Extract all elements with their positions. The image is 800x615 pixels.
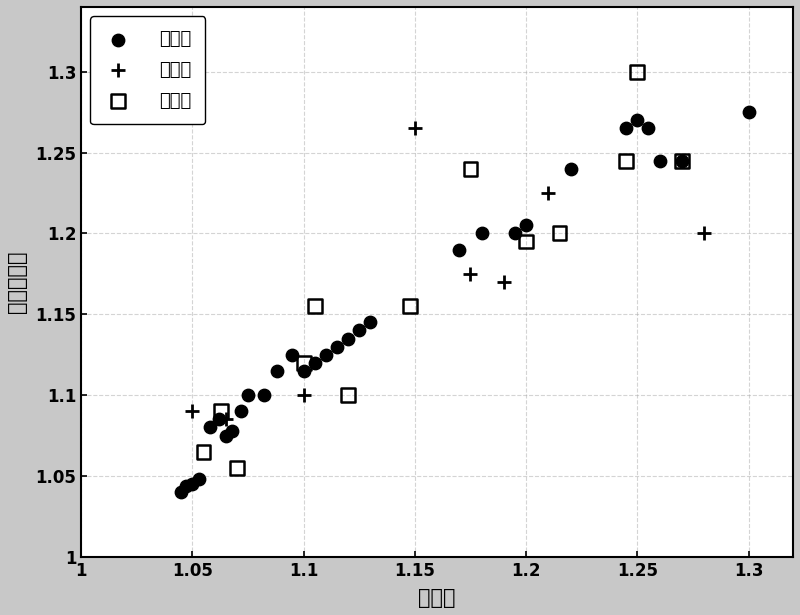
训练集 xyxy=(179,481,192,491)
训练集 xyxy=(226,426,239,435)
测试集 xyxy=(553,228,566,238)
训练集 xyxy=(186,479,198,489)
训练集 xyxy=(213,415,226,424)
训练集 xyxy=(620,124,633,133)
验证集 xyxy=(219,415,232,424)
训练集 xyxy=(175,487,188,497)
测试集 xyxy=(675,156,688,165)
验证集 xyxy=(298,390,310,400)
训练集 xyxy=(242,390,254,400)
训练集 xyxy=(564,164,577,173)
训练集 xyxy=(675,156,688,165)
验证集 xyxy=(186,407,198,416)
训练集 xyxy=(193,474,206,484)
测试集 xyxy=(298,358,310,368)
训练集 xyxy=(308,358,321,368)
测试集 xyxy=(342,390,354,400)
训练集 xyxy=(235,407,248,416)
验证集 xyxy=(498,277,510,287)
测试集 xyxy=(520,237,533,247)
测试集 xyxy=(215,407,228,416)
验证集 xyxy=(542,188,554,198)
训练集 xyxy=(319,350,332,360)
测试集 xyxy=(308,301,321,311)
测试集 xyxy=(197,447,210,457)
测试集 xyxy=(230,463,243,473)
训练集 xyxy=(475,228,488,238)
验证集 xyxy=(698,228,710,238)
测试集 xyxy=(404,301,417,311)
训练集 xyxy=(353,325,366,335)
训练集 xyxy=(653,156,666,165)
训练集 xyxy=(286,350,299,360)
训练集 xyxy=(257,390,270,400)
测试集 xyxy=(631,66,644,76)
训练集 xyxy=(204,423,217,432)
训练集 xyxy=(520,220,533,230)
训练集 xyxy=(509,228,522,238)
训练集 xyxy=(742,107,755,117)
训练集 xyxy=(330,342,343,352)
训练集 xyxy=(642,124,655,133)
训练集 xyxy=(298,366,310,376)
训练集 xyxy=(219,430,232,440)
Y-axis label: 模型计算值: 模型计算值 xyxy=(7,251,27,313)
验证集 xyxy=(409,124,422,133)
验证集 xyxy=(464,269,477,279)
训练集 xyxy=(364,317,377,327)
训练集 xyxy=(270,366,283,376)
训练集 xyxy=(342,333,354,343)
Legend: 训练集, 验证集, 测试集: 训练集, 验证集, 测试集 xyxy=(90,16,206,124)
测试集 xyxy=(620,156,633,165)
测试集 xyxy=(464,164,477,173)
训练集 xyxy=(631,115,644,125)
训练集 xyxy=(453,245,466,255)
X-axis label: 观测值: 观测值 xyxy=(418,588,456,608)
